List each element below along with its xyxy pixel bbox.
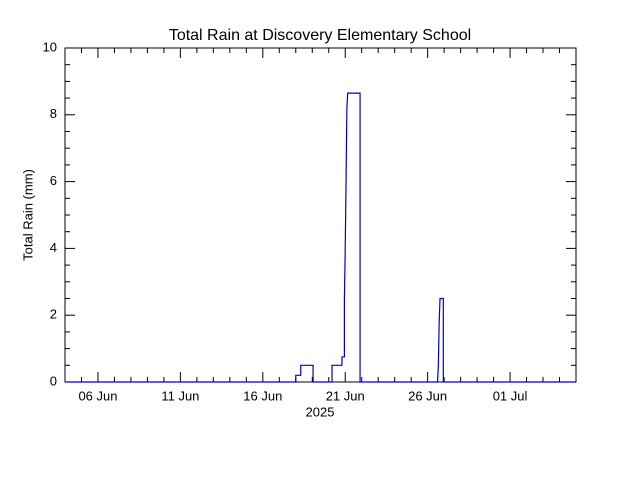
y-tick-label: 4 bbox=[50, 240, 57, 255]
y-tick-label: 0 bbox=[50, 373, 57, 388]
x-tick-label: 11 Jun bbox=[161, 388, 199, 403]
plot-frame bbox=[64, 47, 577, 383]
x-tick-label: 26 Jun bbox=[408, 388, 447, 403]
y-tick-label: 8 bbox=[50, 106, 57, 121]
x-axis-label: 2025 bbox=[306, 404, 335, 419]
rain-line bbox=[65, 92, 576, 383]
x-tick-label: 21 Jun bbox=[326, 388, 365, 403]
chart-title: Total Rain at Discovery Elementary Schoo… bbox=[169, 27, 471, 44]
y-tick-label: 6 bbox=[50, 173, 57, 188]
y-axis-label: Total Rain (mm) bbox=[20, 169, 35, 261]
x-tick-label: 16 Jun bbox=[243, 388, 282, 403]
y-tick-label: 10 bbox=[43, 39, 57, 54]
x-tick-label: 01 Jul bbox=[493, 388, 528, 403]
x-tick-label: 06 Jun bbox=[78, 388, 117, 403]
y-tick-label: 2 bbox=[50, 307, 57, 322]
